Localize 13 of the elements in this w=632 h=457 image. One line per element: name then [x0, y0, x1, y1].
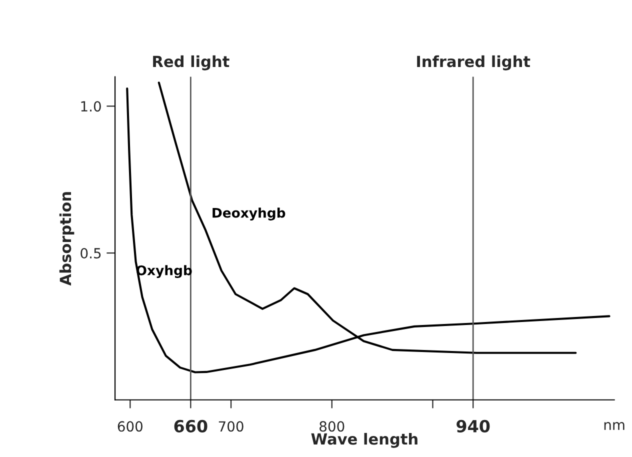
x-tick-label: 700 — [218, 421, 244, 432]
y-tick-label: 1.0 — [81, 101, 101, 112]
y-tick-label: 0.5 — [80, 248, 101, 258]
ref-line-label: Infrared light — [417, 55, 530, 70]
x-tick-label: 660 — [174, 420, 208, 432]
x-tick-label: 600 — [118, 421, 142, 432]
x-tick-label: 800 — [320, 421, 344, 432]
x-tick-label: 940 — [456, 420, 490, 432]
y-axis-title: Absorption — [59, 192, 74, 286]
x-axis-title: Wave length — [311, 432, 418, 448]
series-label: Deoxyhgb — [212, 208, 286, 220]
text: nm — [604, 422, 624, 430]
ref-line-label: Red light — [153, 55, 230, 70]
